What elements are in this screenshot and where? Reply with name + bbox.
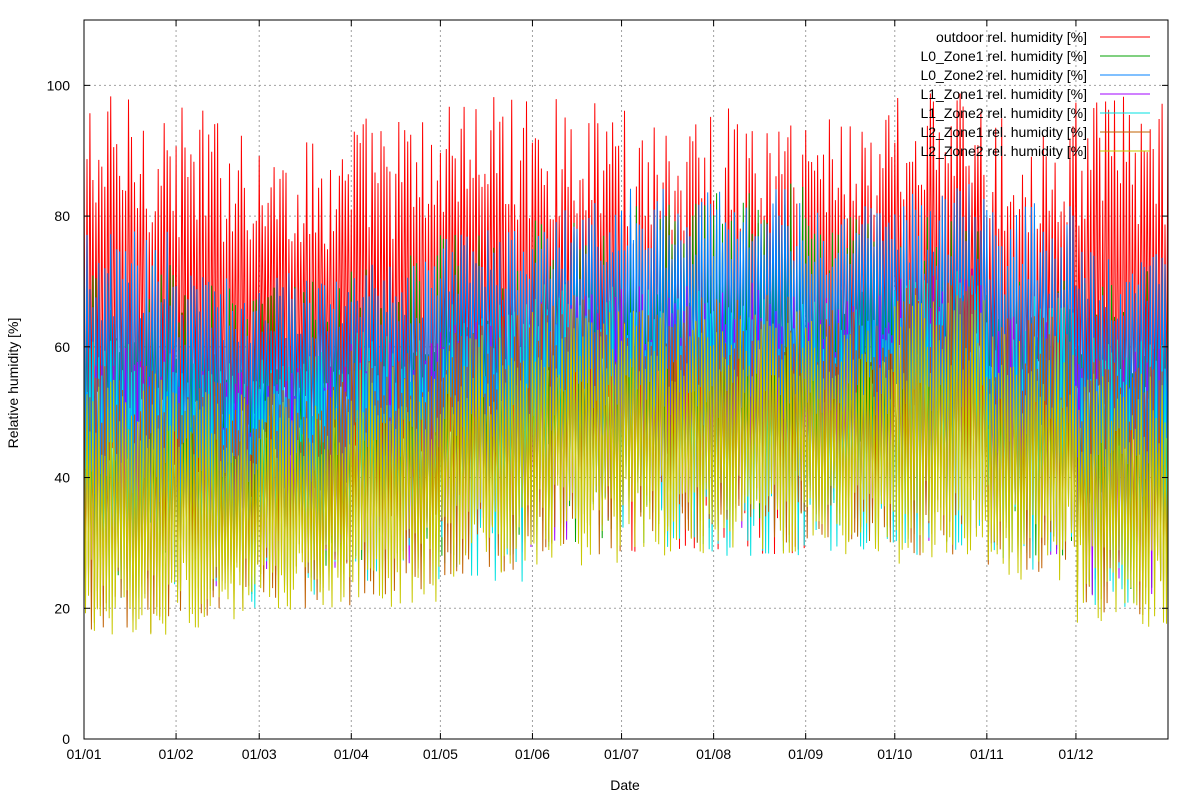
- axes: 0 20 40 60 80 100 01/01 01/02 01/03 01/04 01/05 01/…: [47, 19, 1169, 762]
- series-line-3: [83, 184, 1169, 510]
- x-tick-label: 01/05: [423, 746, 458, 762]
- y-tick-label: 60: [54, 339, 70, 355]
- legend-label-6: L2_Zone1 rel. humidity [%]: [920, 124, 1087, 140]
- legend-label-4: L1_Zone1 rel. humidity [%]: [920, 86, 1087, 102]
- y-tick-label: 0: [62, 731, 70, 747]
- x-tick-label: 01/03: [242, 746, 277, 762]
- legend: outdoor rel. humidity [%] L0_Zone1 rel. h…: [920, 29, 1150, 159]
- legend-label-3: L0_Zone2 rel. humidity [%]: [920, 67, 1087, 83]
- series-line-7: [83, 294, 1169, 635]
- y-tick-label: 100: [47, 77, 71, 93]
- y-tick-label: 40: [54, 470, 70, 486]
- y-tick-label: 80: [54, 208, 70, 224]
- x-tick-label: 01/12: [1058, 746, 1093, 762]
- legend-label-1: outdoor rel. humidity [%]: [936, 29, 1087, 45]
- x-tick-label: 01/09: [788, 746, 823, 762]
- x-tick-label: 01/01: [66, 746, 101, 762]
- x-tick-label: 01/02: [159, 746, 194, 762]
- x-tick-label: 01/06: [515, 746, 550, 762]
- x-tick-label: 01/04: [334, 746, 369, 762]
- y-tick-label: 20: [54, 600, 70, 616]
- x-tick-label: 01/10: [877, 746, 912, 762]
- x-tick-label: 01/11: [970, 746, 1004, 762]
- x-axis-label: Date: [610, 777, 640, 793]
- plot-series: [83, 93, 1169, 635]
- legend-label-2: L0_Zone1 rel. humidity [%]: [920, 48, 1087, 64]
- x-tick-label: 01/08: [696, 746, 731, 762]
- legend-label-5: L1_Zone2 rel. humidity [%]: [920, 105, 1087, 121]
- plot-frame: [83, 19, 1169, 740]
- legend-label-7: L2_Zone2 rel. humidity [%]: [920, 143, 1087, 159]
- y-axis-label: Relative humidity [%]: [5, 318, 21, 449]
- x-tick-label: 01/07: [604, 746, 639, 762]
